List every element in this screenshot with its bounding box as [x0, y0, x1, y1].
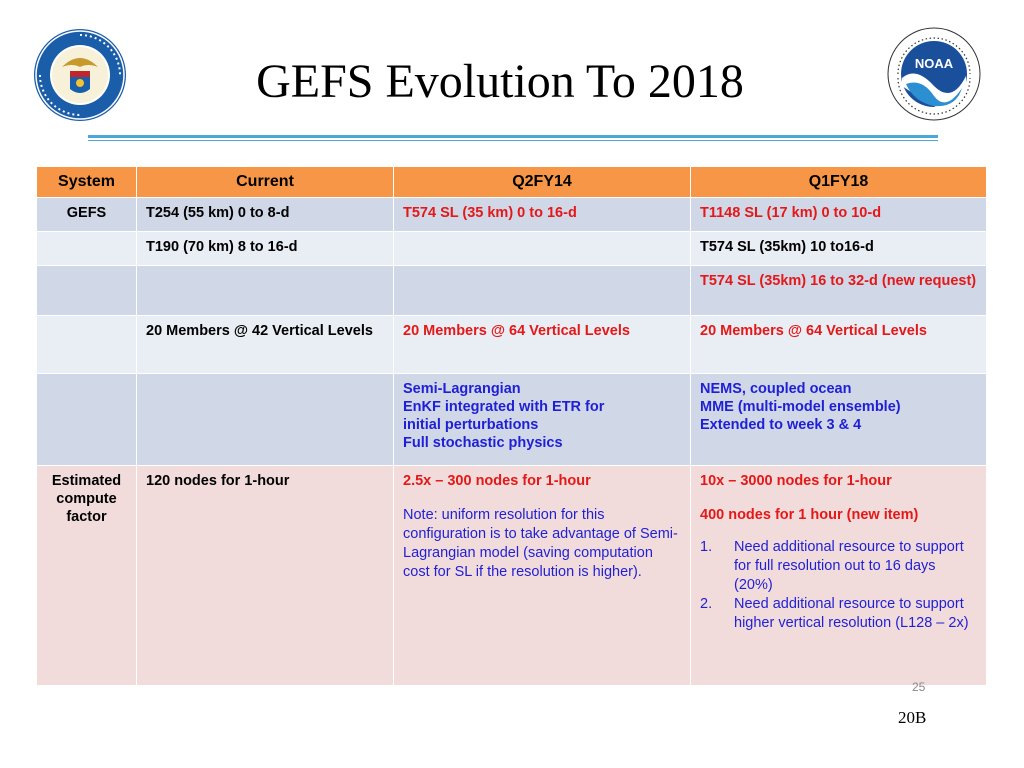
- q2fy14-cell: 2.5x – 300 nodes for 1-hour Note: unifor…: [393, 465, 691, 686]
- current-cell: [136, 265, 394, 316]
- list-item: 1. Need additional resource to support f…: [700, 538, 977, 595]
- page-number: 25: [912, 680, 926, 694]
- q1fy18-cell: T574 SL (35km) 16 to 32-d (new request): [690, 265, 987, 316]
- svg-text:NOAA: NOAA: [915, 56, 954, 71]
- slide-id: 20B: [898, 708, 927, 727]
- q1fy18-cell: 10x – 3000 nodes for 1-hour 400 nodes fo…: [690, 465, 987, 686]
- system-cell: [36, 265, 137, 316]
- current-cell: T190 (70 km) 8 to 16-d: [136, 231, 394, 266]
- q1fy18-new-item: 400 nodes for 1 hour (new item): [700, 507, 919, 523]
- list-item-number: 1.: [700, 539, 713, 555]
- table-row: GEFS T254 (55 km) 0 to 8-d T574 SL (35 k…: [36, 197, 987, 232]
- q2fy14-cell: [393, 231, 691, 266]
- system-cell-gefs: GEFS: [36, 197, 137, 232]
- q1fy18-cell: T574 SL (35km) 10 to16-d: [690, 231, 987, 266]
- q2fy14-note: Note: uniform resolution for this config…: [403, 507, 678, 580]
- q2fy14-compute: 2.5x – 300 nodes for 1-hour: [403, 473, 591, 489]
- q2fy14-line-3: initial perturbations: [403, 417, 539, 433]
- list-item-text: Need additional resource to support high…: [734, 596, 969, 631]
- q1fy18-cell: NEMS, coupled ocean MME (multi-model ens…: [690, 373, 987, 466]
- table-row: T190 (70 km) 8 to 16-d T574 SL (35km) 10…: [36, 231, 987, 266]
- q1fy18-items: 1. Need additional resource to support f…: [700, 538, 977, 633]
- q2fy14-line-1: Semi-Lagrangian: [403, 381, 521, 397]
- system-cell: [36, 373, 137, 466]
- q1fy18-line-1: NEMS, coupled ocean: [700, 381, 852, 397]
- q1fy18-line-2: MME (multi-model ensemble): [700, 399, 901, 415]
- table-row: Estimated compute factor 120 nodes for 1…: [36, 465, 987, 686]
- list-item-number: 2.: [700, 596, 713, 612]
- system-cell: [36, 315, 137, 374]
- current-cell: [136, 373, 394, 466]
- q1fy18-compute: 10x – 3000 nodes for 1-hour: [700, 473, 892, 489]
- current-cell: 20 Members @ 42 Vertical Levels: [136, 315, 394, 374]
- current-cell: T254 (55 km) 0 to 8-d: [136, 197, 394, 232]
- title-rule-thin: [88, 140, 938, 141]
- noaa-logo: NOAA: [887, 27, 981, 121]
- title-rule: [88, 135, 938, 138]
- header-current: Current: [136, 166, 394, 198]
- header-q2fy14: Q2FY14: [393, 166, 691, 198]
- header-system: System: [36, 166, 137, 198]
- table-row: Semi-Lagrangian EnKF integrated with ETR…: [36, 373, 987, 466]
- system-cell: [36, 231, 137, 266]
- table-row: T574 SL (35km) 16 to 32-d (new request): [36, 265, 987, 316]
- table-row: 20 Members @ 42 Vertical Levels 20 Membe…: [36, 315, 987, 374]
- q2fy14-cell: 20 Members @ 64 Vertical Levels: [393, 315, 691, 374]
- department-of-commerce-seal: [34, 29, 126, 121]
- list-item-text: Need additional resource to support for …: [734, 539, 964, 593]
- q2fy14-line-2: EnKF integrated with ETR for: [403, 399, 605, 415]
- q1fy18-line-3: Extended to week 3 & 4: [700, 417, 862, 433]
- q2fy14-cell: Semi-Lagrangian EnKF integrated with ETR…: [393, 373, 691, 466]
- q2fy14-cell: T574 SL (35 km) 0 to 16-d: [393, 197, 691, 232]
- current-cell: 120 nodes for 1-hour: [136, 465, 394, 686]
- q2fy14-cell: [393, 265, 691, 316]
- list-item: 2. Need additional resource to support h…: [700, 595, 977, 633]
- slide-title: GEFS Evolution To 2018: [256, 55, 744, 108]
- table-header-row: System Current Q2FY14 Q1FY18: [36, 166, 987, 198]
- header-q1fy18: Q1FY18: [690, 166, 987, 198]
- q1fy18-cell: 20 Members @ 64 Vertical Levels: [690, 315, 987, 374]
- q1fy18-cell: T1148 SL (17 km) 0 to 10-d: [690, 197, 987, 232]
- q2fy14-line-4: Full stochastic physics: [403, 435, 563, 451]
- system-cell-compute: Estimated compute factor: [36, 465, 137, 686]
- gefs-evolution-table: System Current Q2FY14 Q1FY18 GEFS T254 (…: [36, 166, 987, 686]
